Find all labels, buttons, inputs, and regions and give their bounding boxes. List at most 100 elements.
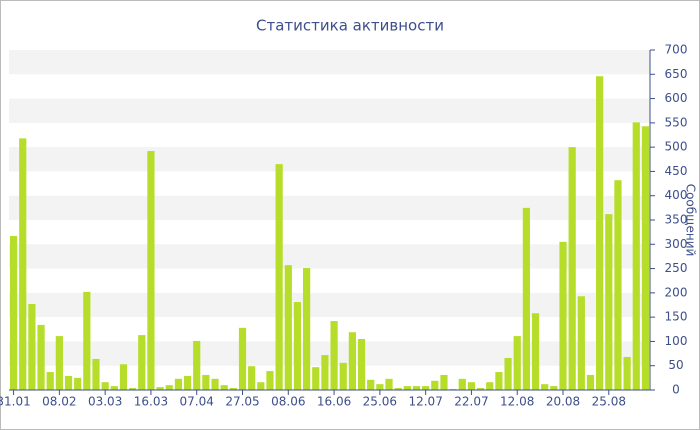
y-tick-label: 700 <box>665 43 688 57</box>
bar <box>357 339 366 390</box>
x-tick-label: 27.05 <box>225 395 259 409</box>
y-tick-label: 200 <box>665 285 688 299</box>
bar <box>614 180 622 390</box>
grid-band <box>9 50 650 75</box>
bar <box>541 384 549 390</box>
bar <box>367 379 375 390</box>
bar <box>632 122 640 390</box>
bar <box>394 388 402 390</box>
bar <box>257 382 265 390</box>
bar <box>248 366 256 390</box>
bar <box>64 375 73 390</box>
x-tick-label: 12.07 <box>408 395 442 409</box>
chart-title: Статистика активности <box>256 17 444 35</box>
y-tick-label: 550 <box>665 115 688 129</box>
bar <box>376 384 384 390</box>
bar <box>275 164 283 390</box>
bar <box>568 147 576 390</box>
y-tick-label: 300 <box>665 237 688 251</box>
bar <box>623 356 631 390</box>
bar <box>559 241 567 390</box>
bar <box>9 236 18 390</box>
grid-band <box>9 195 650 220</box>
bar <box>577 296 585 390</box>
grid-band <box>9 98 650 123</box>
bar <box>119 364 128 390</box>
y-axis-title: Сообщений <box>684 184 698 257</box>
bar <box>19 138 27 390</box>
y-tick-label: 150 <box>665 310 688 324</box>
y-tick-label: 600 <box>665 91 688 105</box>
bar <box>138 335 146 390</box>
y-tick-label: 50 <box>668 358 683 372</box>
bar <box>550 386 558 390</box>
bar <box>403 386 411 390</box>
x-tick-label: 08.02 <box>42 395 76 409</box>
x-tick-label: 20.08 <box>546 395 580 409</box>
bar <box>211 378 219 390</box>
bar <box>28 304 36 390</box>
grid-band <box>9 147 650 172</box>
bar <box>422 386 430 390</box>
x-tick-label: 16.06 <box>317 395 351 409</box>
bar <box>83 291 91 390</box>
bar <box>330 321 338 390</box>
bar <box>467 382 476 390</box>
y-tick-label: 0 <box>672 383 680 397</box>
bar <box>596 76 604 390</box>
bar <box>495 372 503 390</box>
y-tick-label: 650 <box>665 67 688 81</box>
y-tick-label: 350 <box>665 213 688 227</box>
x-tick-label: 25.06 <box>363 395 397 409</box>
bar <box>458 378 466 390</box>
bar <box>513 336 521 390</box>
bar <box>385 378 393 390</box>
grid-band <box>9 341 650 366</box>
bar <box>303 268 311 390</box>
bar <box>183 375 192 390</box>
bar <box>440 374 448 390</box>
bar <box>193 340 201 390</box>
bar <box>174 378 183 390</box>
x-tick-label: 22.07 <box>454 395 488 409</box>
bar <box>605 214 613 390</box>
x-tick-label: 31.01 <box>0 395 31 409</box>
bar <box>101 382 109 390</box>
x-tick-label: 03.03 <box>88 395 122 409</box>
bar <box>476 388 485 390</box>
bar <box>220 385 228 390</box>
bar <box>229 388 237 390</box>
bar <box>339 362 347 390</box>
x-tick-label: 07.04 <box>180 395 214 409</box>
y-tick-label: 100 <box>665 334 688 348</box>
y-tick-label: 450 <box>665 164 688 178</box>
x-tick-label: 16.03 <box>134 395 168 409</box>
bar <box>312 367 320 390</box>
y-tick-label: 250 <box>665 261 688 275</box>
bar <box>586 374 595 390</box>
bar <box>165 385 173 390</box>
bar <box>110 386 118 390</box>
x-tick-label: 08.06 <box>271 395 305 409</box>
bar <box>431 380 439 390</box>
y-tick-label: 400 <box>665 188 688 202</box>
bar <box>202 374 210 390</box>
y-tick-label: 500 <box>665 140 688 154</box>
bar <box>37 324 45 390</box>
bar <box>348 332 356 390</box>
bar <box>129 388 137 390</box>
bar <box>156 387 164 390</box>
bar <box>266 371 274 390</box>
bar <box>412 386 421 390</box>
bar <box>641 126 650 390</box>
bar <box>522 207 530 390</box>
bar <box>293 302 302 390</box>
x-tick-label: 25.08 <box>592 395 626 409</box>
bar <box>504 357 512 390</box>
bar <box>238 327 247 390</box>
bar <box>92 358 100 390</box>
x-tick-label: 12.08 <box>500 395 534 409</box>
grid-band <box>9 292 650 318</box>
